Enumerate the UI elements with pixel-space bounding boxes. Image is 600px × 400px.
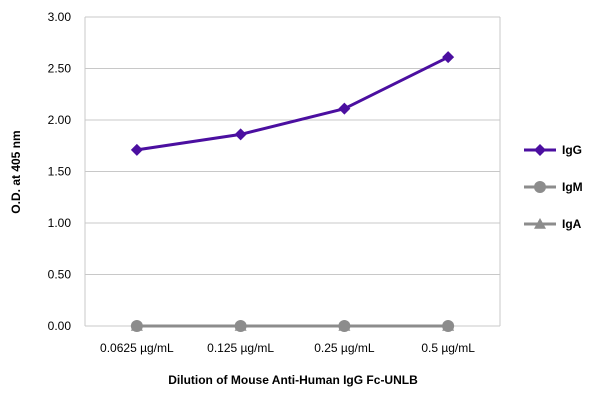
legend: IgG IgM IgA bbox=[524, 143, 583, 231]
x-tick-label: 0.25 µg/mL bbox=[314, 341, 375, 355]
data-point-igg bbox=[442, 51, 455, 64]
legend-marker bbox=[534, 181, 546, 193]
y-tick-label: 1.50 bbox=[48, 165, 72, 179]
legend-item-igg: IgG bbox=[524, 143, 582, 157]
series-lines bbox=[130, 51, 455, 332]
series-line-igg bbox=[136, 55, 449, 152]
data-point-igm bbox=[234, 320, 247, 332]
series-igm bbox=[130, 320, 455, 332]
y-tick-label: 1.00 bbox=[48, 216, 72, 230]
x-tick-label: 0.125 µg/mL bbox=[207, 341, 274, 355]
legend-marker bbox=[534, 218, 546, 229]
y-axis-title: O.D. at 405 nm bbox=[9, 130, 23, 213]
x-axis-title: Dilution of Mouse Anti-Human IgG Fc-UNLB bbox=[168, 373, 418, 387]
y-tick-label: 2.00 bbox=[48, 113, 72, 127]
x-tick-labels: 0.0625 µg/mL 0.125 µg/mL 0.25 µg/mL 0.5 µg/… bbox=[100, 341, 475, 355]
data-point-igm bbox=[130, 320, 143, 332]
data-point-igm bbox=[338, 320, 351, 332]
legend-marker bbox=[534, 144, 546, 156]
gridlines bbox=[85, 16, 500, 275]
x-tick-label: 0.5 µg/mL bbox=[421, 341, 475, 355]
data-point-igg bbox=[234, 128, 247, 141]
y-tick-label: 0.00 bbox=[48, 319, 72, 333]
legend-label: IgA bbox=[562, 217, 582, 231]
data-point-igg bbox=[338, 102, 351, 115]
data-point-igm bbox=[442, 320, 455, 332]
legend-label: IgG bbox=[562, 143, 582, 157]
y-tick-label: 3.00 bbox=[48, 10, 72, 24]
series-igg bbox=[130, 51, 455, 156]
y-tick-label: 2.50 bbox=[48, 62, 72, 76]
y-tick-label: 0.50 bbox=[48, 268, 72, 282]
legend-label: IgM bbox=[562, 180, 583, 194]
y-tick-labels: 0.00 0.50 1.00 1.50 2.00 2.50 3.00 bbox=[48, 10, 72, 333]
legend-item-igm: IgM bbox=[524, 180, 583, 194]
x-tick-label: 0.0625 µg/mL bbox=[100, 341, 174, 355]
data-point-igg bbox=[130, 143, 143, 156]
legend-item-iga: IgA bbox=[524, 217, 582, 231]
